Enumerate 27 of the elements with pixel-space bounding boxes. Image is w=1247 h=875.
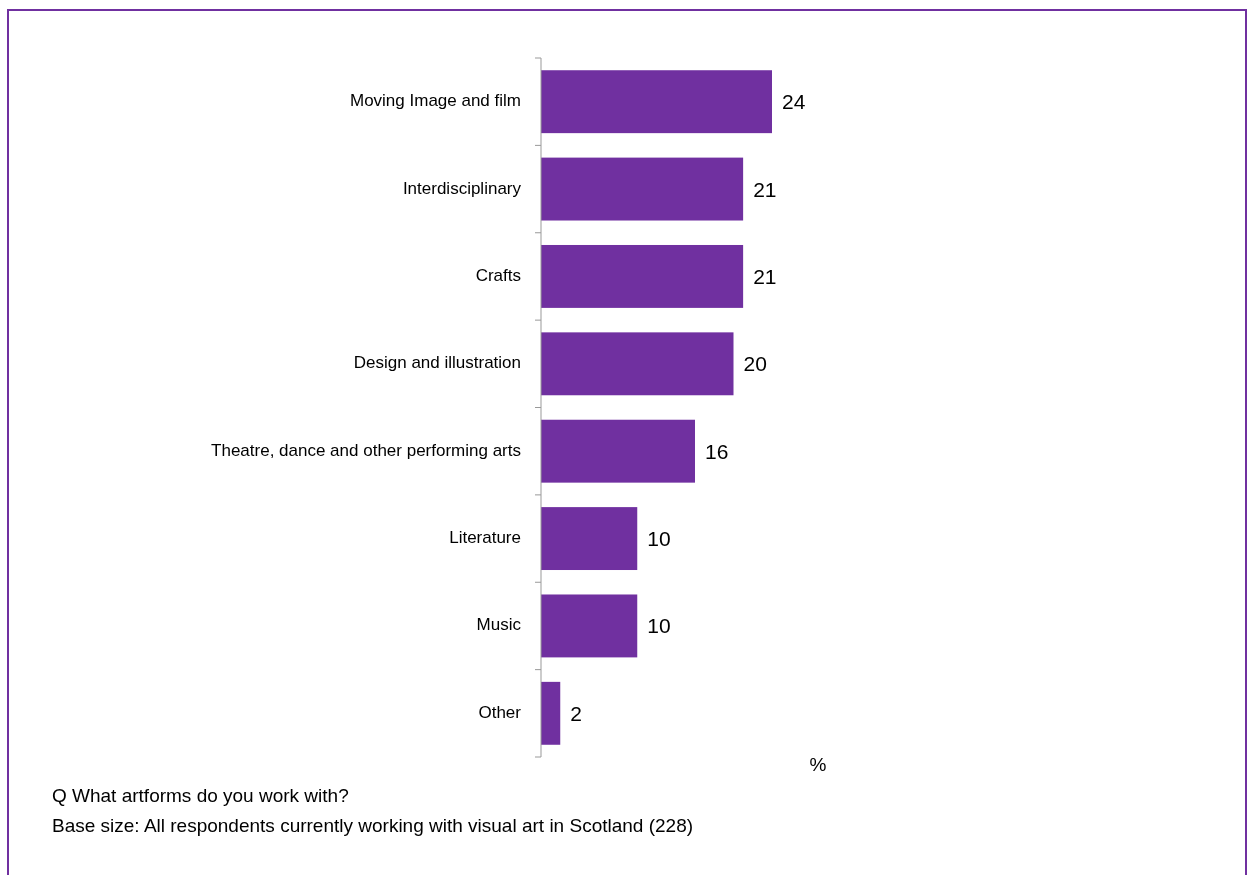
y-tick-label: Literature bbox=[449, 528, 521, 548]
y-tick-label: Other bbox=[478, 702, 522, 722]
x-axis-title: % bbox=[809, 754, 827, 776]
data-label: 10 bbox=[647, 614, 671, 638]
text: Base size: All respondents currently working with visual art in Scotland (228) bbox=[52, 815, 694, 837]
data-label: 2 bbox=[570, 701, 582, 725]
y-tick-label: Music bbox=[476, 615, 522, 635]
bar bbox=[541, 681, 561, 745]
y-tick-label: Moving Image and film bbox=[349, 91, 521, 111]
data-label: 24 bbox=[782, 90, 806, 114]
bar bbox=[541, 157, 744, 221]
bar bbox=[541, 332, 734, 396]
bar bbox=[541, 244, 744, 308]
bar bbox=[541, 507, 638, 571]
data-label: 21 bbox=[753, 264, 777, 288]
y-tick-label: Interdisciplinary bbox=[402, 178, 522, 198]
y-tick-label: Theatre, dance and other performing arts bbox=[211, 440, 521, 460]
y-tick-label: Crafts bbox=[475, 265, 521, 285]
data-label: 16 bbox=[705, 439, 729, 463]
bar bbox=[541, 594, 638, 658]
text: Q What artforms do you work with? bbox=[52, 785, 349, 807]
bar bbox=[541, 70, 772, 134]
data-label: 10 bbox=[647, 527, 671, 551]
y-tick-label: Design and illustration bbox=[353, 353, 521, 373]
data-label: 21 bbox=[753, 177, 777, 201]
bar bbox=[541, 419, 695, 483]
data-label: 20 bbox=[743, 352, 767, 376]
